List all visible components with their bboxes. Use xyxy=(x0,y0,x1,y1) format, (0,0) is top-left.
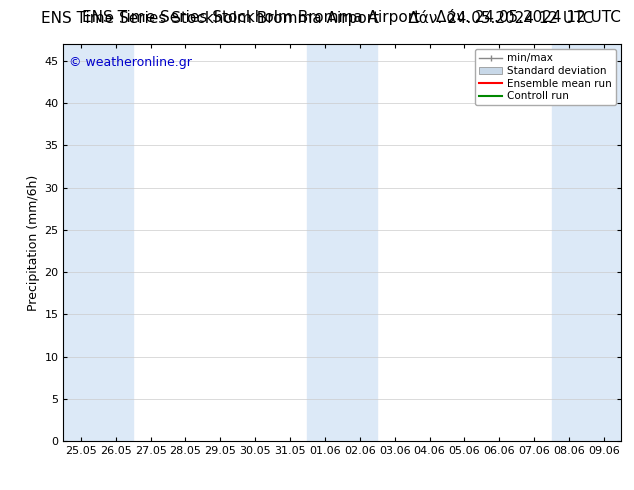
Text: ENS Time Series Stockholm Bromma Airport: ENS Time Series Stockholm Bromma Airport xyxy=(82,10,420,25)
Bar xyxy=(63,44,133,441)
Text: ENS Time Series Stockholm Bromma Airport      Δάν. 24.05.2024 12 UTC: ENS Time Series Stockholm Bromma Airport… xyxy=(41,10,593,26)
Legend: min/max, Standard deviation, Ensemble mean run, Controll run: min/max, Standard deviation, Ensemble me… xyxy=(475,49,616,105)
Y-axis label: Precipitation (mm/6h): Precipitation (mm/6h) xyxy=(27,174,40,311)
Bar xyxy=(307,44,377,441)
Text: Δάν. 24.05.2024 12 UTC: Δάν. 24.05.2024 12 UTC xyxy=(436,10,621,25)
Text: © weatheronline.gr: © weatheronline.gr xyxy=(69,56,192,69)
Bar xyxy=(552,44,621,441)
